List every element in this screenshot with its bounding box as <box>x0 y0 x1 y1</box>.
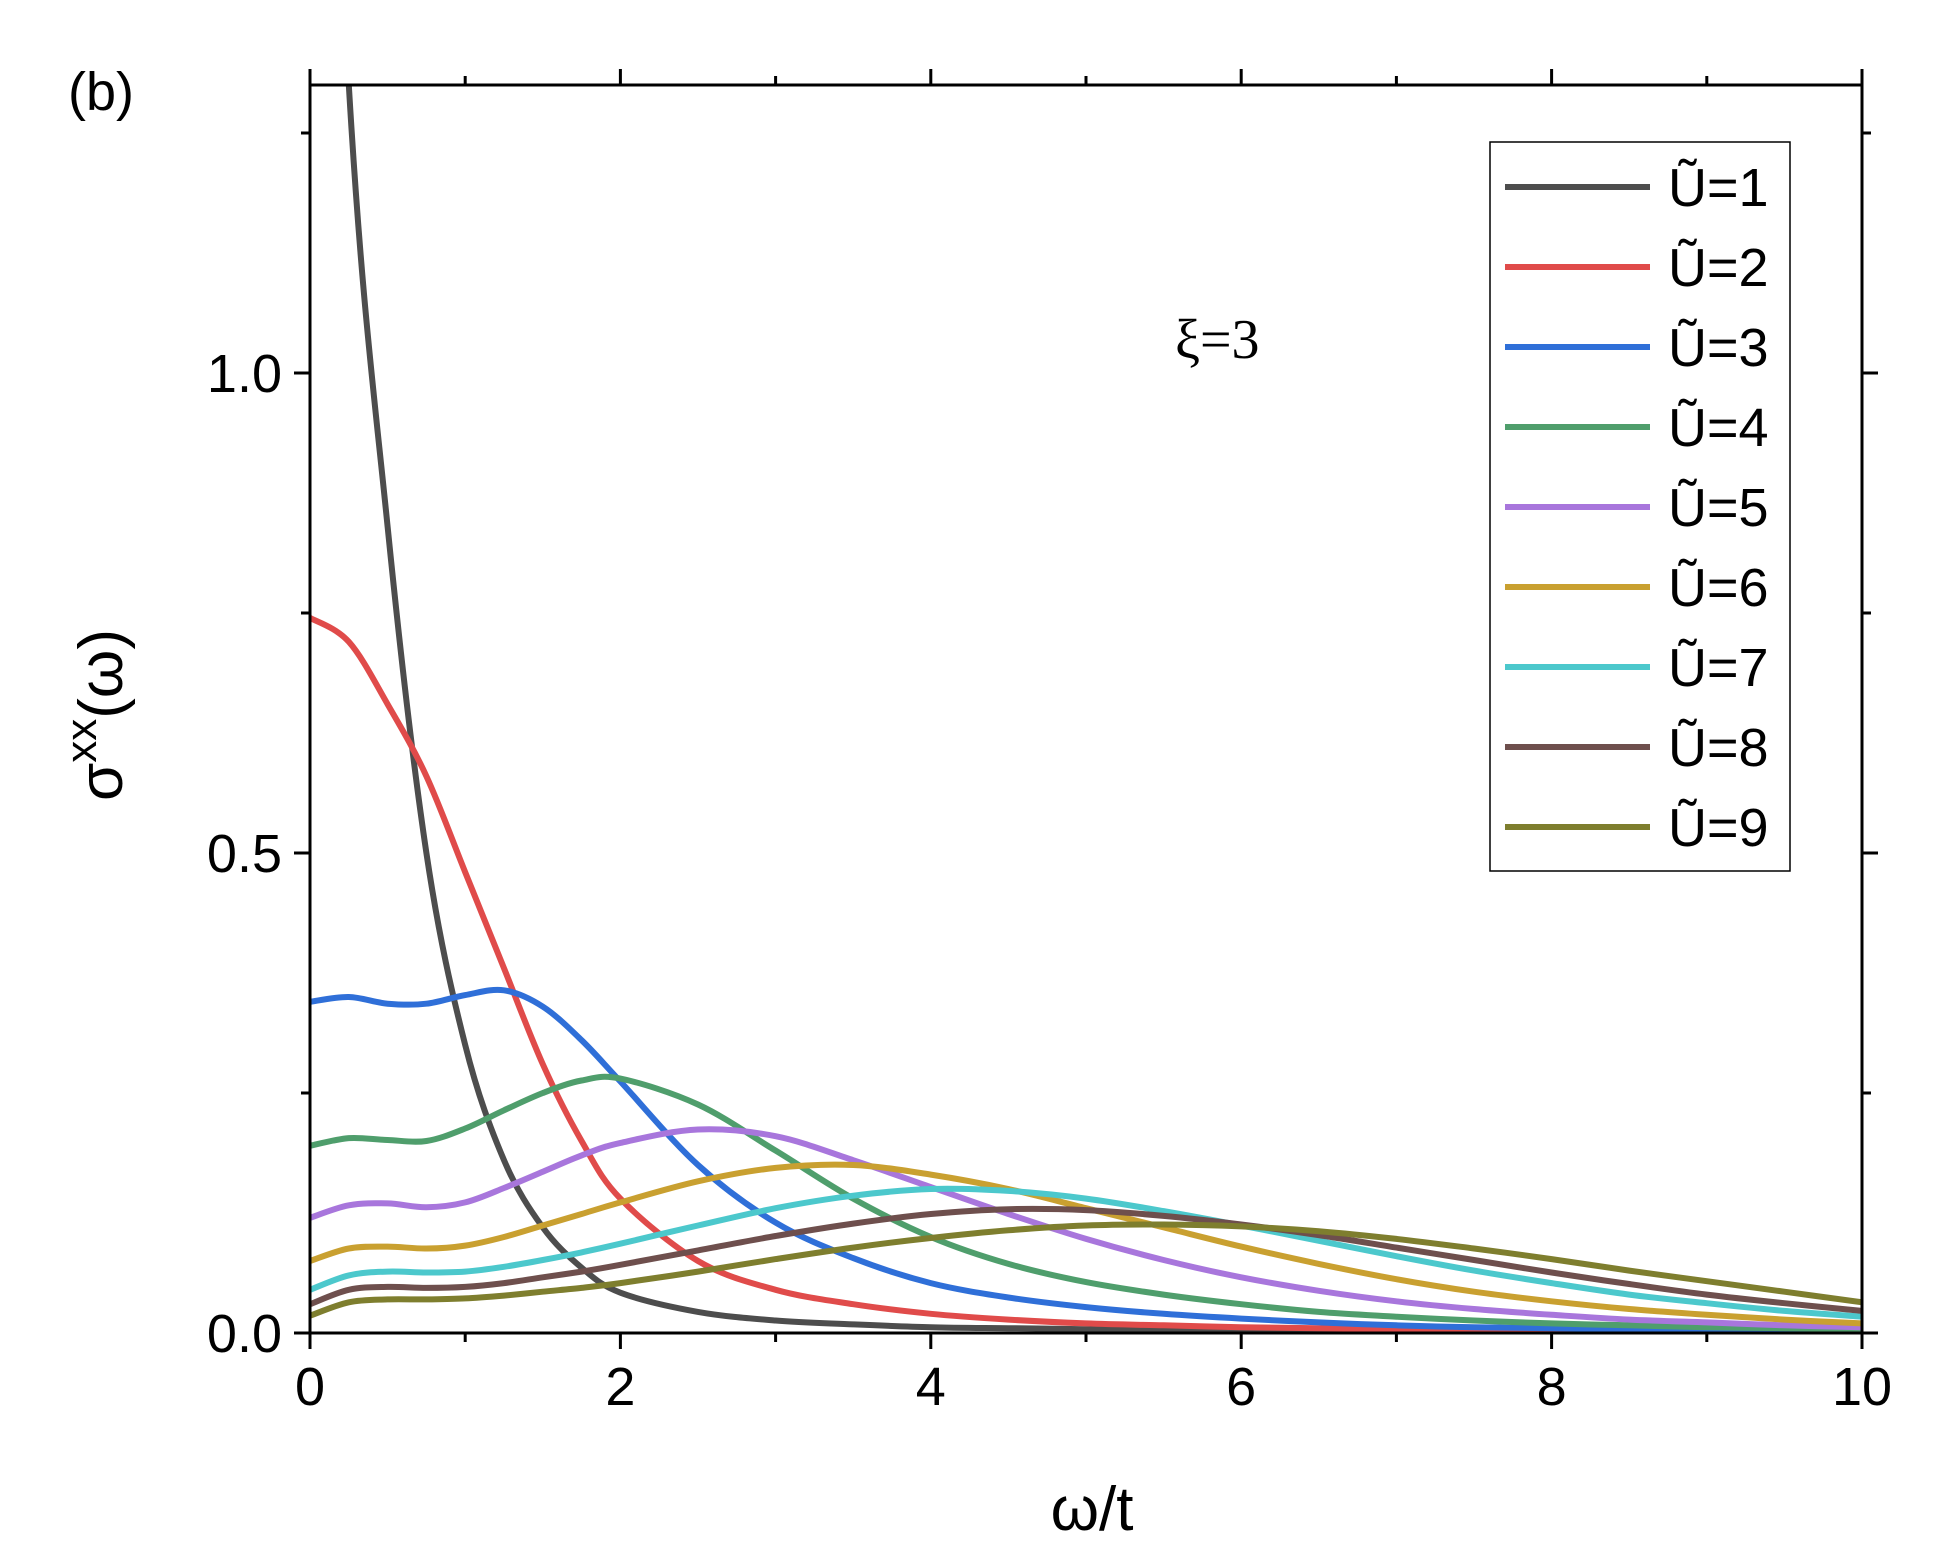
series-line-7 <box>310 1185 1862 1320</box>
y-tick-label: 0.5 <box>207 824 282 884</box>
series-line-3 <box>310 986 1862 1333</box>
x-tick-label: 8 <box>1537 1357 1567 1417</box>
series-line-6 <box>310 1161 1862 1327</box>
legend-label-5: Ũ=5 <box>1668 478 1769 538</box>
xi-annotation: ξ=3 <box>1175 309 1260 371</box>
x-tick-label: 4 <box>916 1357 946 1417</box>
legend: Ũ=1 Ũ=2 Ũ=3 Ũ=4 Ũ=5 Ũ=6 Ũ=7 Ũ=8 Ũ=9 <box>1489 141 1791 872</box>
series-line-9 <box>310 1221 1862 1319</box>
series-line-5 <box>310 1126 1862 1331</box>
tick-layer <box>294 69 1878 1349</box>
x-tick-label: 6 <box>1226 1357 1256 1417</box>
x-tick-label: 2 <box>605 1357 635 1417</box>
legend-label-3: Ũ=3 <box>1668 318 1769 378</box>
legend-items: Ũ=1 Ũ=2 Ũ=3 Ũ=4 Ũ=5 Ũ=6 Ũ=7 Ũ=8 Ũ=9 <box>1505 158 1769 858</box>
x-axis-label: ω/t <box>1051 1475 1134 1544</box>
y-tick-label: 0.0 <box>207 1304 282 1364</box>
legend-label-1: Ũ=1 <box>1668 158 1769 218</box>
legend-label-2: Ũ=2 <box>1668 238 1769 298</box>
legend-label-7: Ũ=7 <box>1668 638 1769 698</box>
y-axis-label-argument: (ω) <box>67 629 136 719</box>
legend-label-9: Ũ=9 <box>1668 798 1769 858</box>
y-axis-label-superscript: xx <box>57 719 106 763</box>
series-line-8 <box>310 1205 1862 1314</box>
legend-label-4: Ũ=4 <box>1668 398 1769 458</box>
y-axis-label: σxx(ω) <box>57 629 136 801</box>
legend-label-8: Ũ=8 <box>1668 718 1769 778</box>
panel-label: (b) <box>68 62 134 122</box>
series-line-4 <box>310 1073 1862 1333</box>
legend-label-6: Ũ=6 <box>1668 558 1769 618</box>
y-axis-label-main: σ <box>67 763 136 801</box>
tick-label-layer: 0 2 4 6 8 10 0.0 0.5 1.0 <box>207 344 1892 1417</box>
y-axis-label-group: σxx(ω) <box>57 629 136 801</box>
x-tick-label: 10 <box>1832 1357 1892 1417</box>
y-tick-label: 1.0 <box>207 344 282 404</box>
x-tick-label: 0 <box>295 1357 325 1417</box>
